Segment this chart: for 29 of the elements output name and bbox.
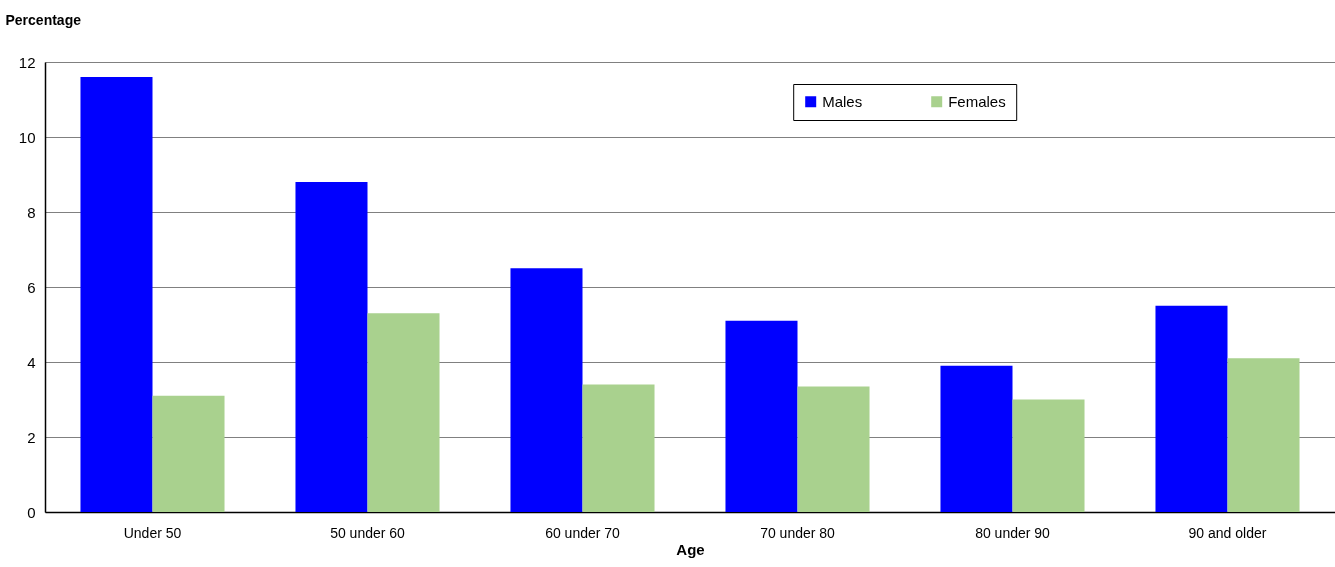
bar [367, 313, 440, 512]
x-tick-label: 50 under 60 [330, 524, 406, 541]
bar [1155, 305, 1228, 512]
legend-label: Males [822, 92, 863, 110]
y-tick-label: 2 [27, 428, 36, 446]
bar [725, 320, 798, 512]
y-axis-title: Percentage [5, 11, 82, 28]
y-tick-label: 4 [27, 353, 36, 371]
bar [80, 77, 153, 512]
x-tick-label: 60 under 70 [545, 524, 621, 541]
x-tick-label: Under 50 [123, 524, 182, 541]
y-tick-label: 12 [18, 53, 36, 71]
legend-label: Females [948, 92, 1006, 110]
x-tick-label: 70 under 80 [760, 524, 836, 541]
bar [582, 384, 655, 512]
bar [1012, 399, 1085, 512]
y-tick-label: 6 [27, 278, 36, 296]
bar [510, 268, 583, 512]
y-tick-label: 8 [27, 203, 36, 221]
y-tick-label: 0 [27, 503, 36, 521]
y-tick-label: 10 [18, 128, 36, 146]
bar [295, 182, 368, 512]
x-tick-label: 90 and older [1188, 524, 1267, 541]
bar [940, 365, 1013, 512]
bar [152, 395, 225, 512]
bar [1227, 358, 1300, 512]
x-axis-title: Age [676, 540, 705, 558]
bar [797, 386, 870, 512]
x-tick-label: 80 under 90 [975, 524, 1051, 541]
